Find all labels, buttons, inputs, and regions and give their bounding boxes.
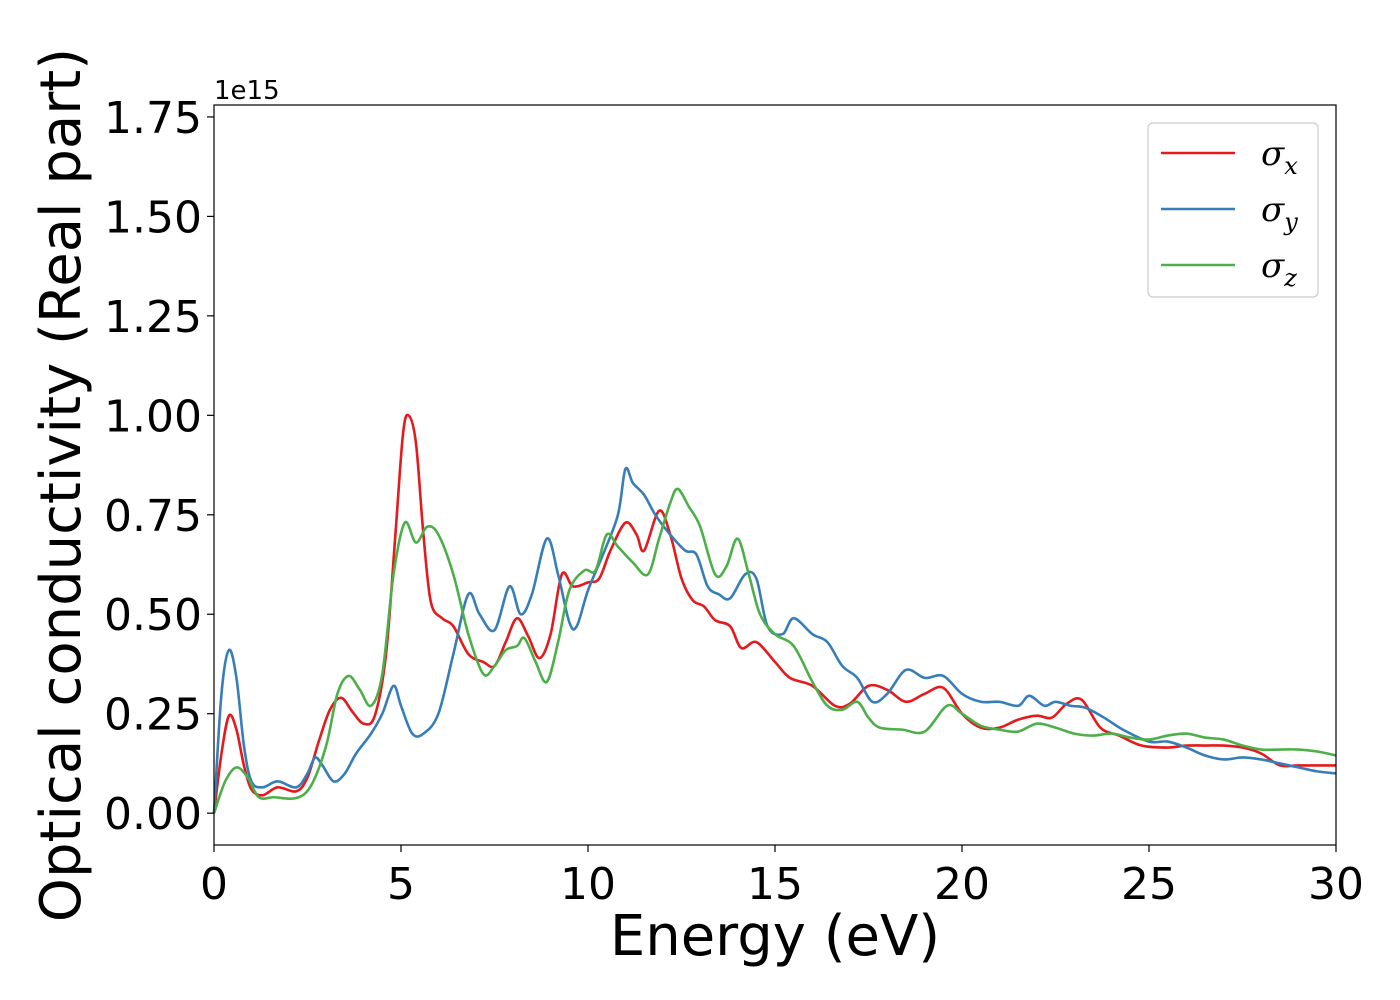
y-tick-label: 1.75 bbox=[104, 93, 202, 144]
x-tick-label: 0 bbox=[200, 859, 228, 910]
x-tick-label: 10 bbox=[560, 859, 616, 910]
legend: σx σy σz bbox=[1147, 122, 1319, 298]
x-tick-label: 25 bbox=[1121, 859, 1177, 910]
series-layer bbox=[212, 413, 1337, 814]
x-axis: 0 5 10 15 20 25 30 bbox=[200, 845, 1364, 910]
y-tick-label: 0.75 bbox=[104, 491, 202, 542]
legend-label: σy bbox=[1261, 190, 1298, 236]
x-tick-label: 30 bbox=[1308, 859, 1364, 910]
x-tick-label: 20 bbox=[934, 859, 990, 910]
y-tick-label: 1.50 bbox=[104, 192, 202, 243]
y-offset-label: 1e15 bbox=[214, 76, 280, 106]
y-tick-label: 0.50 bbox=[104, 590, 202, 641]
y-axis: 0.00 0.25 0.50 0.75 1.00 1.25 1.50 1.75 bbox=[104, 93, 214, 840]
y-tick-label: 0.25 bbox=[104, 690, 202, 741]
legend-label: σx bbox=[1261, 134, 1298, 180]
x-axis-label: Energy (eV) bbox=[610, 904, 940, 969]
legend-label: σz bbox=[1261, 246, 1297, 292]
legend-item-y: σy bbox=[1161, 190, 1298, 236]
series-line-z bbox=[212, 487, 1337, 814]
y-tick-label: 1.25 bbox=[104, 292, 202, 343]
y-tick-label: 1.00 bbox=[104, 391, 202, 442]
legend-item-z: σz bbox=[1161, 246, 1297, 292]
series-line-y bbox=[212, 466, 1337, 814]
legend-item-x: σx bbox=[1161, 134, 1298, 180]
y-axis-label: Optical conductivity (Real part) bbox=[29, 48, 94, 922]
x-tick-label: 15 bbox=[747, 859, 803, 910]
y-tick-label: 0.00 bbox=[104, 789, 202, 840]
x-tick-label: 5 bbox=[387, 859, 415, 910]
series-line-x bbox=[212, 413, 1336, 814]
